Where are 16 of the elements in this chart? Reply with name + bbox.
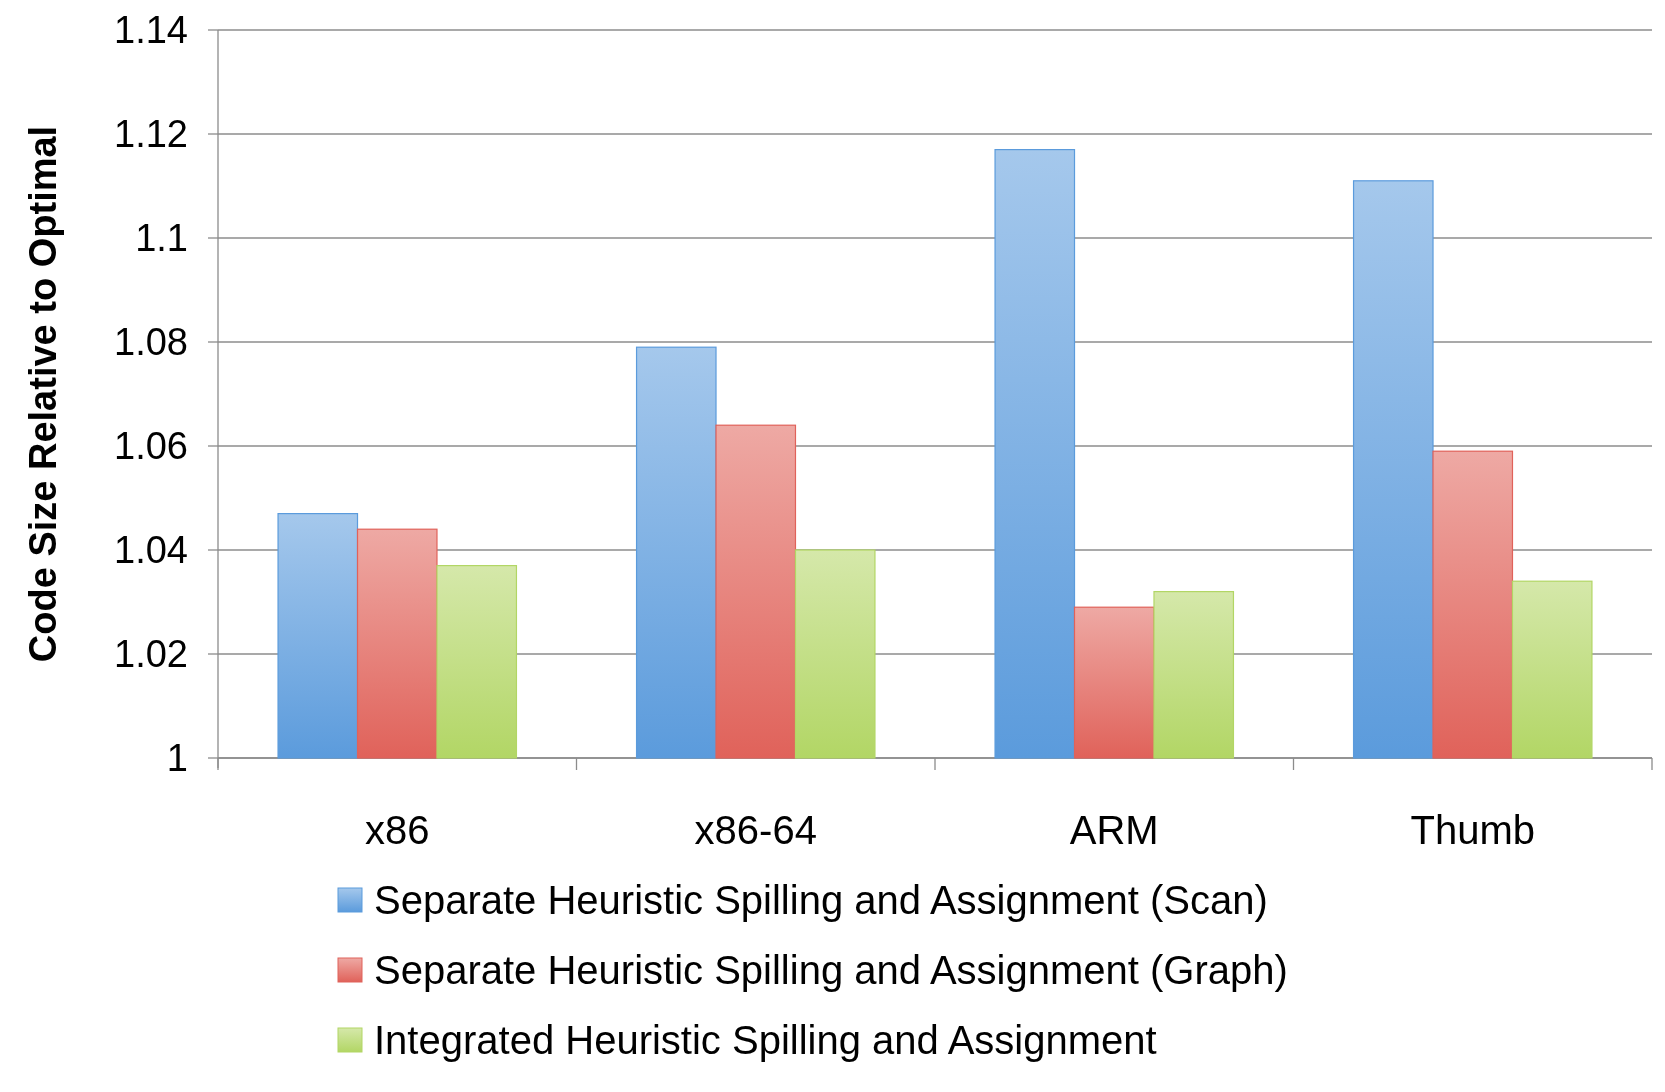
y-tick-label: 1.04	[114, 529, 188, 572]
y-tick-label: 1.02	[114, 633, 188, 676]
legend-label: Separate Heuristic Spilling and Assignment (Graph)	[374, 948, 1288, 992]
y-tick-label: 1.1	[135, 217, 188, 260]
legend-label: Integrated Heuristic Spilling and Assignment	[374, 1018, 1157, 1062]
y-axis-title: Code Size Relative to Optimal	[22, 125, 64, 663]
y-tick-label: 1.06	[114, 425, 188, 468]
x-tick-label: x86-64	[694, 808, 817, 852]
x-tick-label: ARM	[1069, 808, 1159, 852]
y-tick-label: 1	[166, 737, 188, 780]
y-tick-label: 1.08	[114, 321, 188, 364]
x-tick-label: x86	[365, 808, 430, 852]
y-tick-label: 1.14	[114, 9, 188, 52]
y-tick-label: 1.12	[114, 113, 188, 156]
legend-label: Separate Heuristic Spilling and Assignment (Scan)	[374, 878, 1268, 922]
x-tick-label: Thumb	[1410, 808, 1535, 852]
